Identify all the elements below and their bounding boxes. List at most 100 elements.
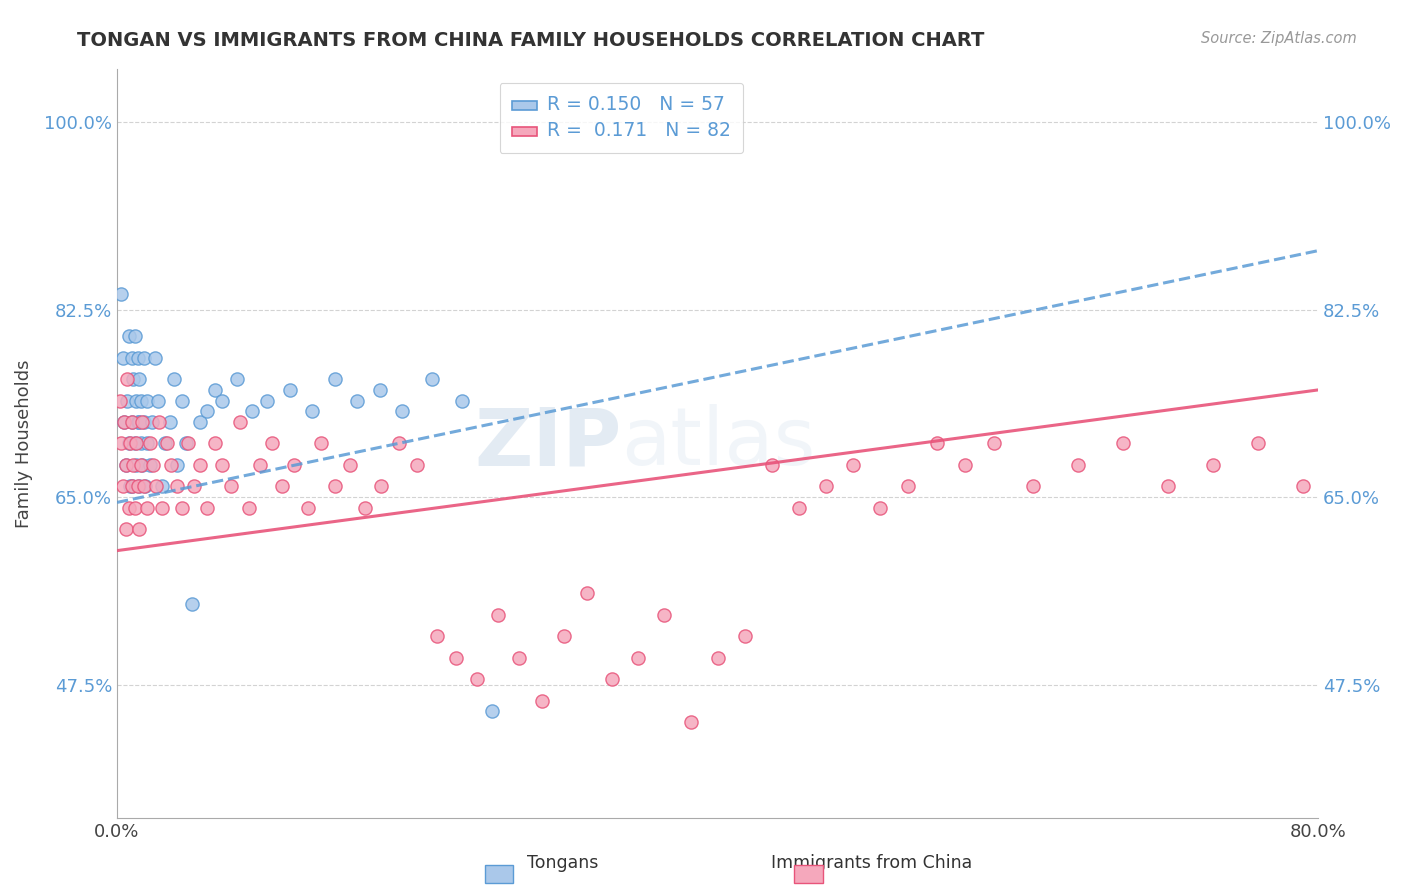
Point	[114, 415, 136, 429]
Point	[249, 458, 271, 472]
Text: Source: ZipAtlas.com: Source: ZipAtlas.com	[1201, 31, 1357, 46]
Point	[110, 286, 132, 301]
Point	[122, 458, 145, 472]
Point	[121, 479, 143, 493]
Point	[174, 436, 197, 450]
Point	[1202, 458, 1225, 472]
Point	[136, 436, 159, 450]
Point	[120, 479, 142, 493]
Point	[124, 500, 146, 515]
Point	[148, 415, 170, 429]
Point	[155, 436, 177, 450]
Point	[508, 650, 530, 665]
Point	[163, 372, 186, 386]
Point	[925, 436, 948, 450]
Point	[170, 500, 193, 515]
Point	[139, 436, 162, 450]
Point	[128, 479, 150, 493]
Point	[115, 458, 138, 472]
Point	[301, 404, 323, 418]
Point	[339, 458, 361, 472]
Point	[195, 500, 218, 515]
Point	[204, 383, 226, 397]
Point	[229, 415, 252, 429]
Point	[117, 393, 139, 408]
Point	[118, 436, 141, 450]
Point	[122, 372, 145, 386]
Point	[121, 351, 143, 365]
Point	[125, 393, 148, 408]
Point	[136, 500, 159, 515]
Point	[181, 597, 204, 611]
Point	[134, 479, 156, 493]
Point	[129, 436, 152, 450]
Point	[160, 458, 183, 472]
Point	[128, 415, 150, 429]
Point	[120, 436, 142, 450]
Point	[370, 479, 392, 493]
Point	[1292, 479, 1315, 493]
Point	[309, 436, 332, 450]
Point	[121, 479, 143, 493]
Point	[145, 479, 167, 493]
Point	[170, 393, 193, 408]
Point	[323, 372, 346, 386]
Point	[121, 415, 143, 429]
Point	[391, 404, 413, 418]
Point	[323, 479, 346, 493]
Point	[128, 372, 150, 386]
Point	[118, 500, 141, 515]
Point	[1247, 436, 1270, 450]
Point	[132, 479, 155, 493]
Point	[226, 372, 249, 386]
Point	[124, 329, 146, 343]
Point	[136, 393, 159, 408]
Point	[1067, 458, 1090, 472]
Text: atlas: atlas	[621, 404, 815, 483]
Point	[297, 500, 319, 515]
Point	[110, 436, 132, 450]
Point	[143, 351, 166, 365]
Y-axis label: Family Households: Family Households	[15, 359, 32, 528]
Point	[1112, 436, 1135, 450]
Point	[117, 372, 139, 386]
Point	[127, 351, 149, 365]
Point	[679, 714, 702, 729]
Point	[652, 607, 675, 622]
Point	[388, 436, 411, 450]
Point	[283, 458, 305, 472]
Point	[734, 629, 756, 643]
Point	[125, 458, 148, 472]
Point	[955, 458, 977, 472]
Point	[111, 351, 134, 365]
Point	[150, 479, 173, 493]
Point	[983, 436, 1005, 450]
Point	[141, 415, 163, 429]
Point	[238, 500, 260, 515]
Text: ZIP: ZIP	[474, 404, 621, 483]
Point	[111, 479, 134, 493]
Point	[195, 404, 218, 418]
Point	[481, 704, 503, 718]
Point	[219, 479, 242, 493]
Point	[897, 479, 920, 493]
Point	[115, 458, 138, 472]
Point	[706, 650, 728, 665]
Legend: R = 0.150   N = 57, R =  0.171   N = 82: R = 0.150 N = 57, R = 0.171 N = 82	[499, 83, 744, 153]
Point	[166, 458, 188, 472]
Point	[183, 479, 205, 493]
Point	[446, 650, 468, 665]
Point	[176, 436, 198, 450]
Point	[188, 415, 211, 429]
Point	[127, 479, 149, 493]
Point	[153, 436, 176, 450]
Point	[211, 458, 233, 472]
Point	[346, 393, 368, 408]
Point	[553, 629, 575, 643]
Point	[627, 650, 650, 665]
Point	[240, 404, 263, 418]
Point	[278, 383, 301, 397]
Point	[108, 393, 131, 408]
Point	[869, 500, 891, 515]
Point	[575, 586, 598, 600]
